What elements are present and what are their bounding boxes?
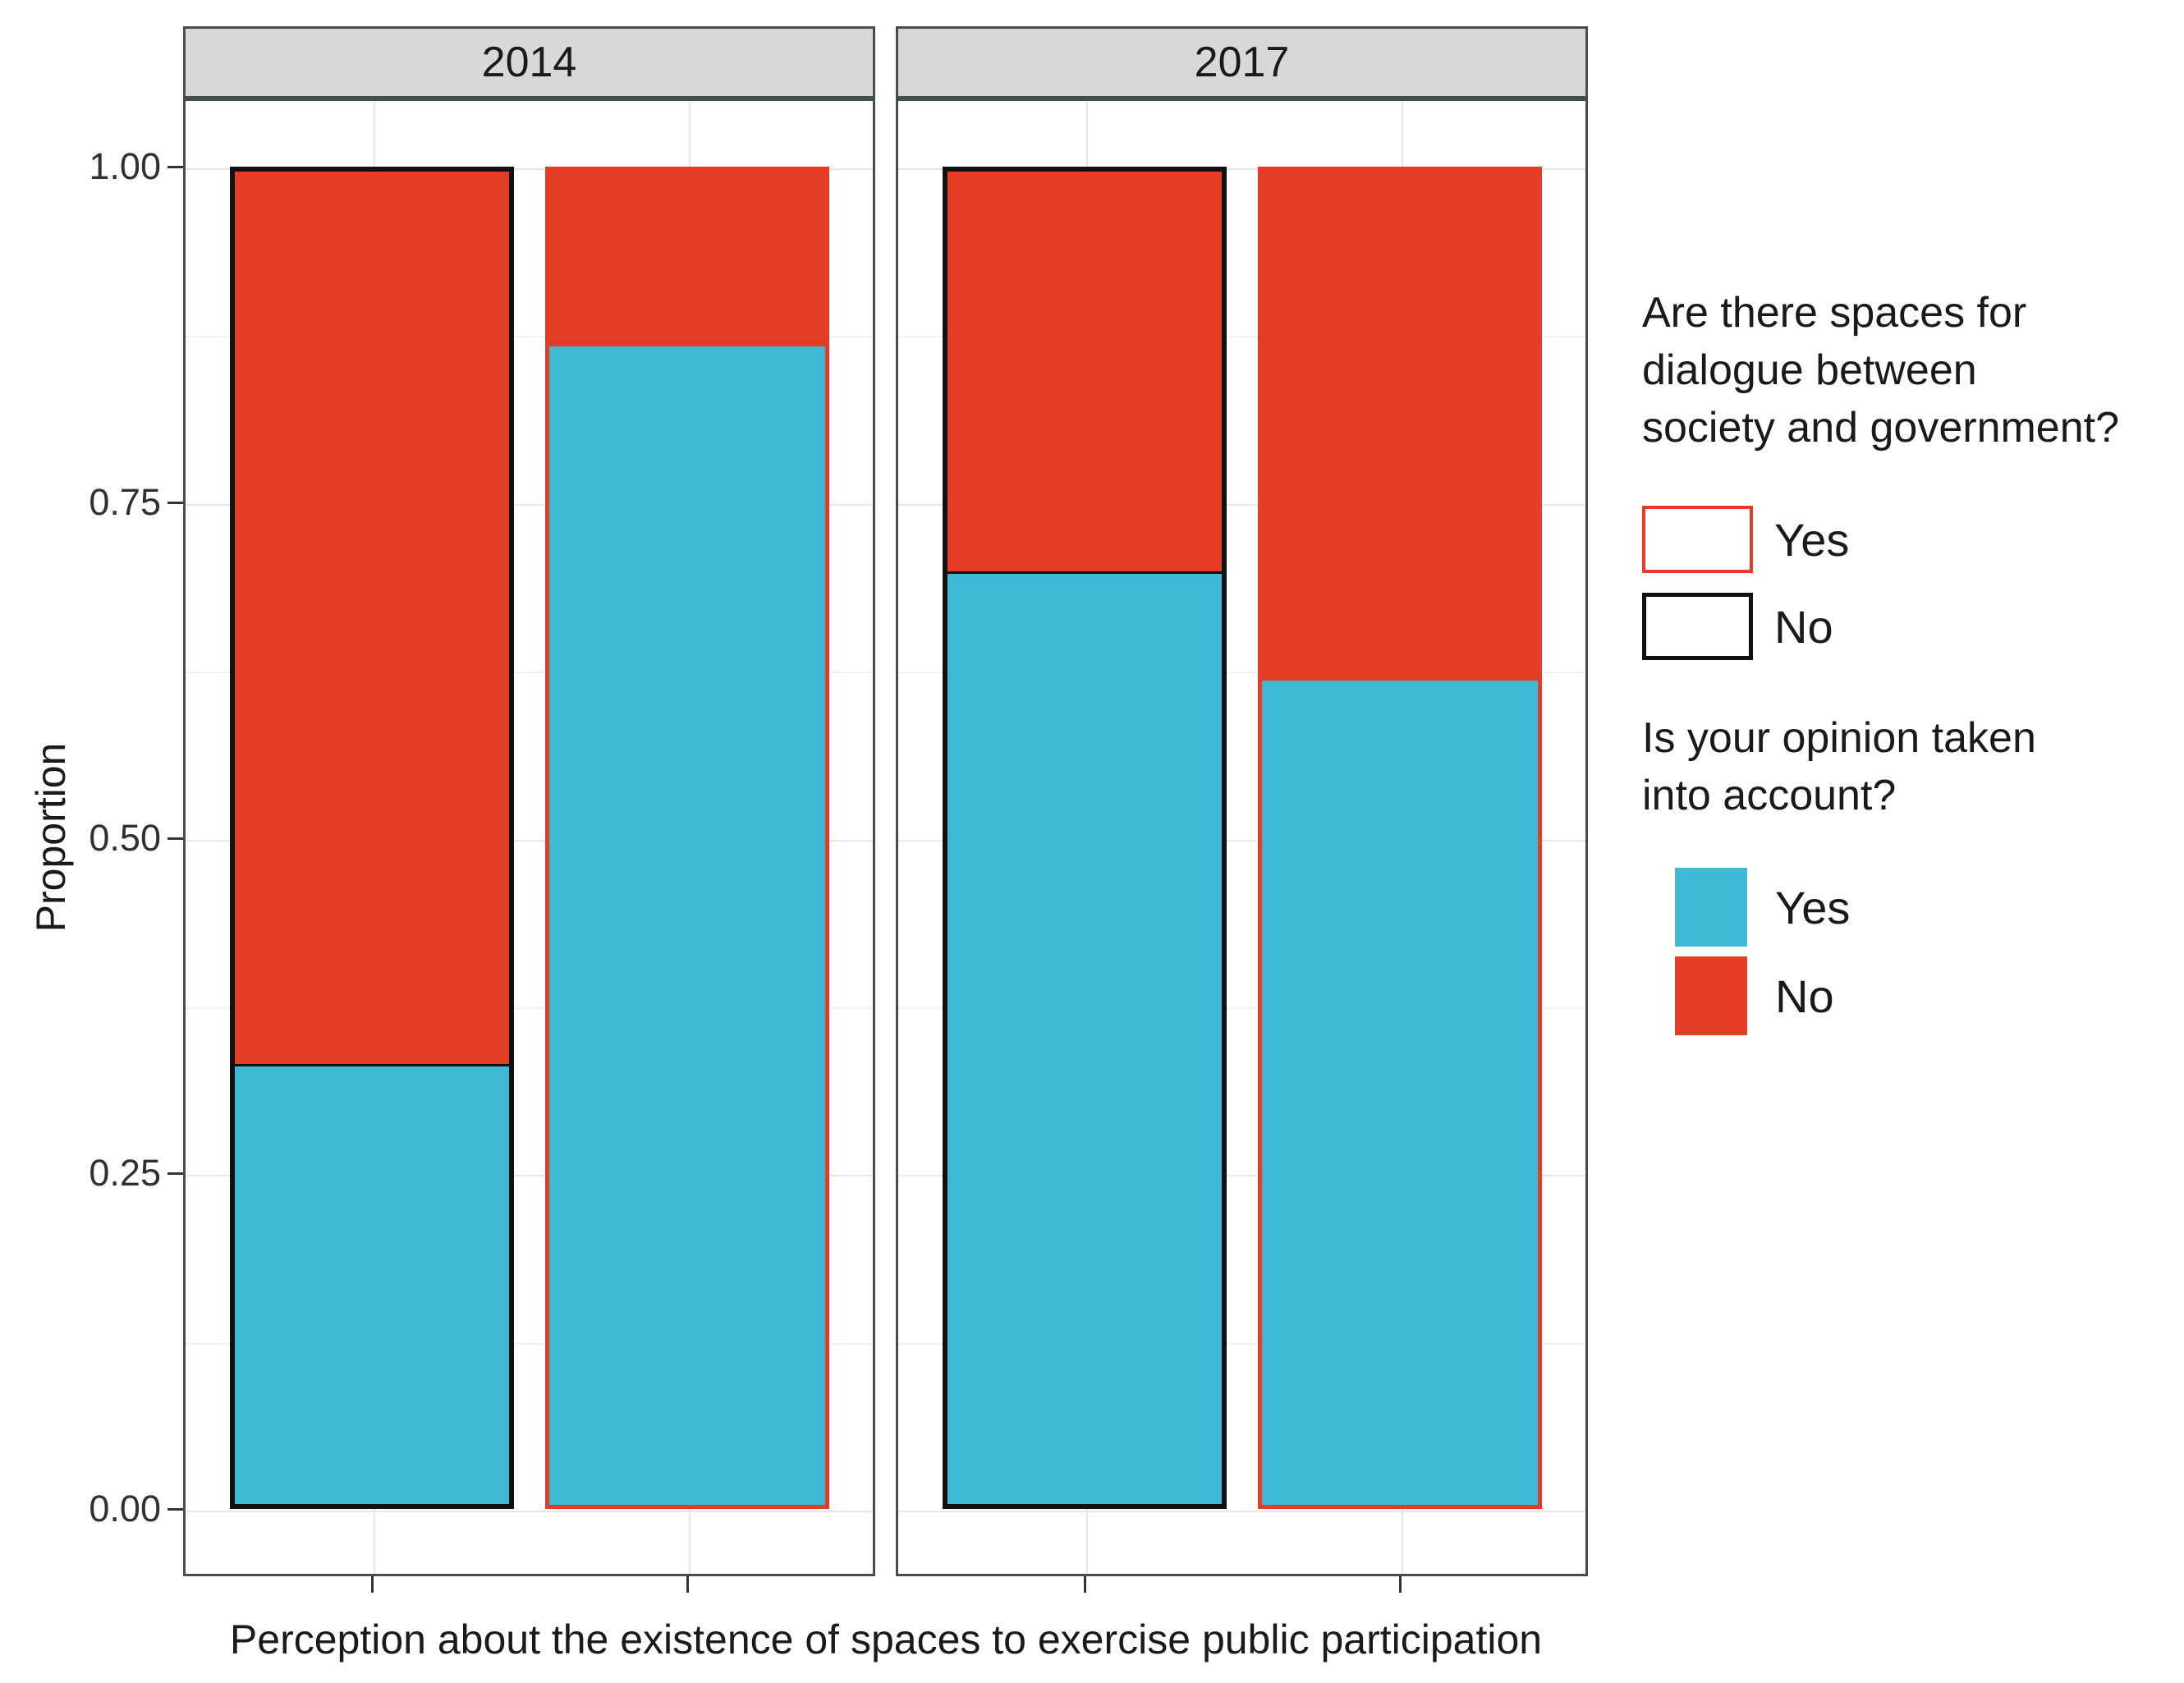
x-axis-title: Perception about the existence of spaces… [229,1617,1543,1662]
y-tick [167,1508,183,1511]
stacked-bar-2017-spaces-yes [1258,167,1542,1509]
legend-title-line: society and government? [1642,404,2120,452]
legend-item-spaces-no: No [1642,593,2119,660]
facet-strip: 2014 [183,26,875,99]
legend-opinion-taken: Is your opinion taken into account? Yes … [1642,709,2036,1045]
legend-dialogue-spaces: Are there spaces for dialogue between so… [1642,284,2119,680]
legend-item-label: No [1775,970,1834,1022]
y-tick-label: 0.50 [89,816,161,859]
y-tick-label: 1.00 [89,145,161,187]
gridline-major [186,168,873,170]
y-tick-label: 0.00 [89,1488,161,1529]
stacked-bar-2017-spaces-no [943,167,1227,1509]
legend-item-spaces-yes: Yes [1642,506,2119,573]
gridline-major [898,839,1585,842]
legend-dialogue-spaces-title: Are there spaces for dialogue between so… [1642,284,2119,456]
legend-opinion-taken-title: Is your opinion taken into account? [1642,709,2036,824]
gridline-minor [898,672,1585,674]
legend-key-outline-black [1642,593,1753,660]
legend-item-label: No [1774,600,1833,653]
stacked-bar-2014-spaces-no [230,167,514,1509]
gridline-minor [186,336,873,338]
facet-strip-label: 2017 [1194,39,1290,86]
gridline-major [186,503,873,506]
gridline-major [186,1175,873,1177]
gridline-minor [186,672,873,674]
gridline-minor [898,1342,1585,1345]
gridline-minor [186,1007,873,1009]
legend-items: Yes No [1642,868,2036,1035]
x-tick [686,1576,689,1593]
legend-title-line: Are there spaces for [1642,289,2027,337]
gridline-major [898,1511,1585,1512]
bar-segment-opinion-yes [1262,677,1538,1505]
y-tick-label: 0.25 [89,1152,161,1195]
legend-item-opinion-no: No [1642,956,2036,1035]
legend-item-label: Yes [1774,513,1850,566]
y-tick [167,837,183,840]
legend-title-line: dialogue between [1642,346,1977,394]
gridline-minor [898,336,1585,338]
legend-key-outline-red [1642,506,1753,573]
gridline-major [186,1511,873,1512]
gridline-minor [186,1342,873,1345]
stacked-bar-2014-spaces-yes [545,167,829,1509]
x-tick [1399,1576,1402,1593]
legend-title-line: into account? [1642,772,1897,819]
facet-strip-label: 2014 [481,39,577,86]
legend-item-opinion-yes: Yes [1642,868,2036,947]
facet-strip: 2017 [896,26,1588,99]
y-tick [167,1172,183,1176]
legend-items: Yes No [1642,506,2119,660]
y-tick [167,501,183,504]
y-tick-label: 0.75 [89,480,161,523]
bar-segment-opinion-yes [235,1064,509,1504]
gridline-major [186,839,873,842]
gridline-major [898,1175,1585,1177]
bar-segment-opinion-yes [947,571,1222,1504]
gridline-minor [898,1007,1585,1009]
gridline-major [898,503,1585,506]
bar-segment-opinion-yes [549,344,825,1505]
legend-title-line: Is your opinion taken [1642,714,2036,762]
legend-item-label: Yes [1775,881,1851,933]
y-tick [167,166,183,168]
legend-key-fill-red [1675,956,1747,1035]
x-tick [1084,1576,1086,1593]
x-tick [371,1576,374,1593]
legend-key-fill-blue [1675,868,1747,947]
gridline-major [898,168,1585,170]
